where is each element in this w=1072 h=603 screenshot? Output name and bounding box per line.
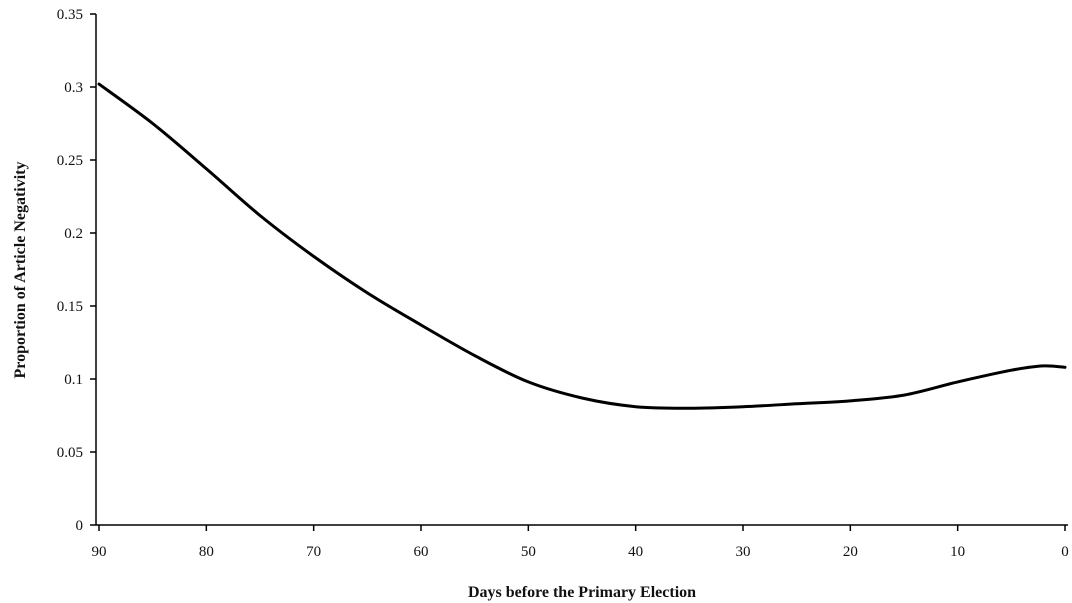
x-axis-title: Days before the Primary Election: [468, 584, 696, 601]
y-axis-title: Proportion of Article Negativity: [12, 162, 29, 379]
x-ticks: 90 80 70 60 50 40 30 20 10 0: [92, 525, 1069, 560]
y-tick-label: 0.15: [57, 299, 83, 315]
y-tick-label: 0.2: [64, 226, 83, 242]
x-tick-label: 70: [306, 544, 321, 560]
y-tick-label: 0.05: [57, 445, 83, 461]
x-tick-label: 80: [199, 544, 214, 560]
x-tick-label: 90: [92, 544, 107, 560]
x-tick-label: 60: [414, 544, 429, 560]
y-tick-label: 0.35: [57, 7, 83, 23]
series-points: [99, 84, 1066, 409]
x-tick-label: 10: [950, 544, 965, 560]
x-tick-label: 30: [736, 544, 751, 560]
y-tick-label: 0.1: [64, 372, 83, 388]
x-tick-label: 40: [628, 544, 643, 560]
x-tick-label: 0: [1061, 544, 1069, 560]
y-tick-label: 0: [76, 518, 84, 534]
x-tick-label: 20: [843, 544, 858, 560]
y-ticks: 0 0.05 0.1 0.15 0.2 0.25 0.3 0.35: [57, 7, 96, 534]
y-tick-label: 0.25: [57, 153, 83, 169]
x-tick-label: 50: [521, 544, 536, 560]
series-line: [97, 82, 1067, 410]
y-tick-label: 0.3: [64, 80, 83, 96]
